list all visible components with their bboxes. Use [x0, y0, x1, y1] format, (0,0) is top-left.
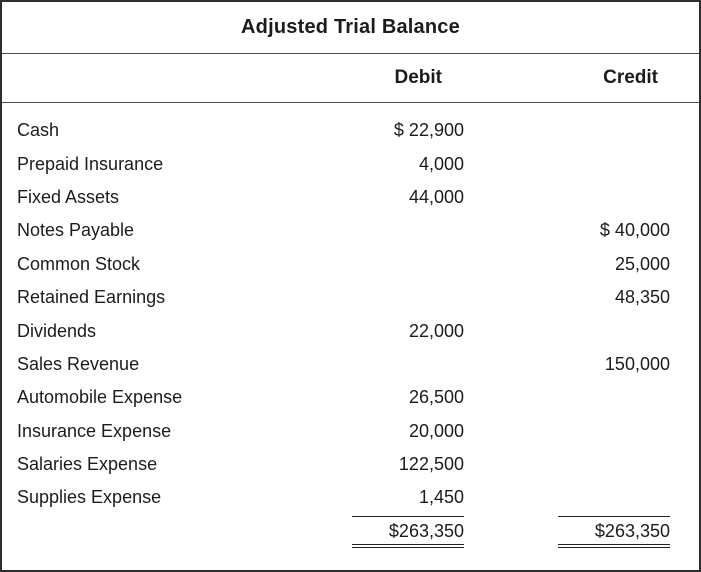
account-name: Prepaid Insurance	[17, 153, 164, 174]
debit-amount: 44,000	[408, 186, 464, 207]
totals-row: $263,350 $263,350	[2, 515, 699, 563]
table-row: Retained Earnings 48,350	[2, 281, 699, 314]
table-row: Sales Revenue 150,000	[2, 348, 699, 381]
table-row: Notes Payable $ 40,000	[2, 214, 699, 247]
debit-amount: $ 22,900	[393, 120, 464, 141]
credit-amount: 48,350	[614, 287, 670, 308]
account-name: Automobile Expense	[17, 387, 183, 408]
credit-amount: $ 40,000	[599, 220, 670, 241]
credit-amount: 150,000	[604, 353, 670, 374]
debit-amount: 1,450	[418, 487, 464, 508]
table-body: Cash $ 22,900 Prepaid Insurance 4,000 Fi…	[2, 103, 699, 563]
table-row: Supplies Expense 1,450	[2, 481, 699, 514]
table-row: Cash $ 22,900	[2, 114, 699, 147]
total-credit: $263,350	[464, 515, 670, 548]
account-name: Salaries Expense	[17, 454, 158, 475]
account-name: Insurance Expense	[17, 420, 172, 441]
table-row: Prepaid Insurance 4,000	[2, 147, 699, 180]
account-name: Sales Revenue	[17, 353, 140, 374]
table-row: Salaries Expense 122,500	[2, 448, 699, 481]
page-title: Adjusted Trial Balance	[241, 16, 460, 38]
debit-amount: 20,000	[408, 420, 464, 441]
total-debit: $263,350	[286, 515, 464, 548]
credit-amount: 25,000	[614, 253, 670, 274]
debit-amount: 4,000	[418, 153, 464, 174]
total-credit-amount: $263,350	[558, 515, 670, 548]
total-debit-amount: $263,350	[352, 515, 464, 548]
table-row: Insurance Expense 20,000	[2, 415, 699, 448]
account-name: Retained Earnings	[17, 287, 166, 308]
account-name: Notes Payable	[17, 220, 135, 241]
debit-amount: 22,000	[408, 320, 464, 341]
table-row: Common Stock 25,000	[2, 248, 699, 281]
table-row: Automobile Expense 26,500	[2, 381, 699, 414]
table-row: Fixed Assets 44,000	[2, 181, 699, 214]
column-header-debit: Debit	[394, 67, 443, 88]
account-name: Common Stock	[17, 253, 141, 274]
column-header-row: Debit Credit	[2, 54, 699, 103]
account-name: Fixed Assets	[17, 186, 120, 207]
account-name: Cash	[17, 120, 60, 141]
account-name: Supplies Expense	[17, 487, 162, 508]
debit-amount: 26,500	[408, 387, 464, 408]
column-header-credit: Credit	[603, 67, 658, 88]
table-row: Dividends 22,000	[2, 314, 699, 347]
title-row: Adjusted Trial Balance	[2, 2, 699, 54]
debit-amount: 122,500	[398, 454, 464, 475]
account-name: Dividends	[17, 320, 97, 341]
